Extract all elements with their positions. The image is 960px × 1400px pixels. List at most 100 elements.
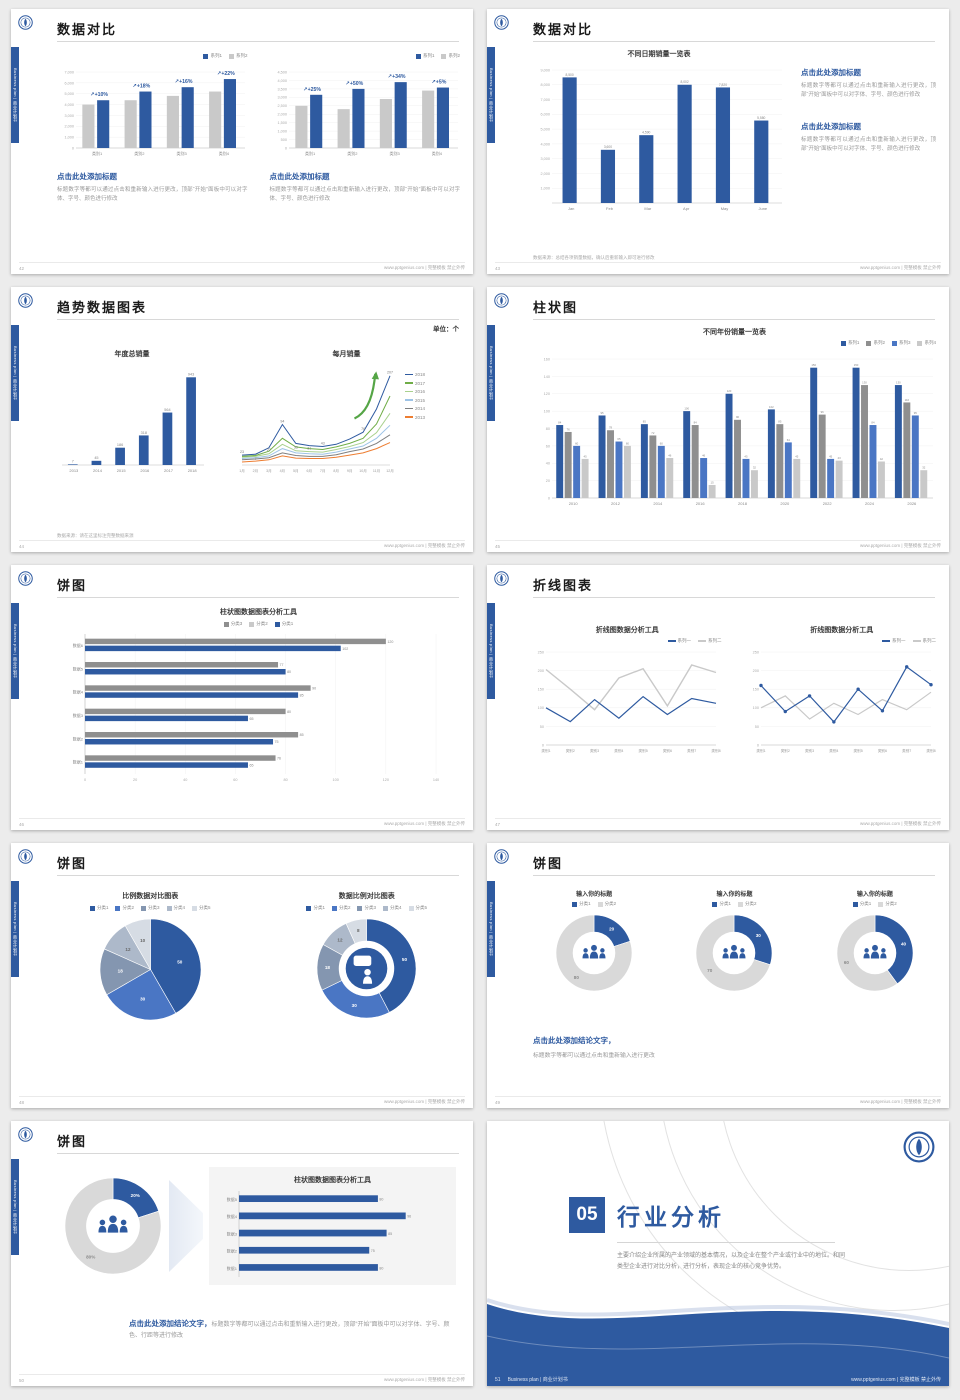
svg-text:1,000: 1,000 bbox=[540, 187, 550, 191]
svg-text:77: 77 bbox=[280, 663, 284, 667]
svg-text:31: 31 bbox=[307, 446, 311, 450]
university-logo-icon bbox=[494, 571, 509, 586]
university-logo-icon bbox=[18, 15, 33, 30]
conclusion-block: 点击此处添加结论文字，标题数字等都可以通过点击和重新输入进行更改，顶部“开始”面… bbox=[129, 1317, 455, 1342]
svg-text:85: 85 bbox=[300, 694, 304, 698]
svg-text:4月: 4月 bbox=[280, 468, 286, 473]
footer-url: www.pptgenius.com | 完整模板 禁止外传 bbox=[384, 543, 465, 548]
svg-text:2016: 2016 bbox=[696, 501, 706, 506]
svg-text:45: 45 bbox=[795, 454, 799, 458]
svg-text:类别4: 类别4 bbox=[829, 748, 838, 753]
svg-text:10: 10 bbox=[140, 938, 146, 943]
slide-43-data-comparison[interactable]: Business plan | 商业计划书 数据对比 不同日期销量一览表 1,0… bbox=[487, 9, 949, 274]
svg-text:类别8: 类别8 bbox=[926, 748, 935, 753]
svg-text:200: 200 bbox=[538, 669, 544, 673]
svg-text:10月: 10月 bbox=[359, 468, 367, 473]
slide-title: 饼图 bbox=[57, 1134, 88, 1149]
svg-text:2,000: 2,000 bbox=[540, 172, 550, 176]
page-number: 46 bbox=[19, 821, 25, 827]
svg-text:类别1: 类别1 bbox=[305, 150, 316, 156]
svg-text:数据3: 数据3 bbox=[73, 712, 84, 718]
svg-text:46: 46 bbox=[702, 453, 706, 457]
chart-title: 折线图数据分析工具 bbox=[810, 627, 874, 634]
svg-text:150: 150 bbox=[854, 363, 859, 367]
svg-text:65: 65 bbox=[250, 764, 254, 768]
svg-text:0: 0 bbox=[72, 146, 74, 150]
svg-text:数据2: 数据2 bbox=[227, 1248, 238, 1254]
slide-51-section-divider[interactable]: 05 行业分析 主要介绍企业所属的产业领域的基本情况，以及企业在整个产业或行业中… bbox=[487, 1121, 949, 1386]
daily-sales-bar-chart: 1,000 2,000 3,000 4,000 5,000 6,000 7,000 8,000… bbox=[533, 62, 785, 212]
svg-text:数据3: 数据3 bbox=[227, 1230, 238, 1236]
conclusion-heading: 点击此处添加结论文字， bbox=[129, 1319, 212, 1328]
side-tab: Business plan | 商业计划书 bbox=[487, 47, 495, 143]
svg-text:2,000: 2,000 bbox=[277, 113, 287, 117]
chart-legend: 系列一 系列二 bbox=[533, 638, 722, 644]
svg-text:80: 80 bbox=[379, 1266, 383, 1270]
conclusion-body: 标题数字等都可以通过点击和重新输入进行更改，顶部“开始”面板中可以对字体、字号、… bbox=[129, 1322, 450, 1339]
side-tab: Business plan | 商业计划书 bbox=[487, 603, 495, 699]
svg-text:42: 42 bbox=[880, 457, 884, 461]
line-chart-left: 0 50 100 150 200 250 类别1 类别2 类别3 类别4 类别5 类别6 类别7 类别8 bbox=[533, 646, 722, 754]
svg-text:95: 95 bbox=[914, 411, 918, 415]
slide-48-pie-charts[interactable]: Business plan | 商业计划书 饼图 比例数据对比图表 分类1 分类2… bbox=[11, 843, 473, 1108]
svg-text:数据2: 数据2 bbox=[73, 735, 84, 741]
svg-text:90: 90 bbox=[736, 415, 740, 419]
slide-footer: 45 www.pptgenius.com | 完整模板 禁止外传 bbox=[495, 540, 941, 549]
footer-url: www.pptgenius.com | 完整模板 禁止外传 bbox=[860, 1099, 941, 1104]
title-divider bbox=[57, 597, 459, 598]
university-logo-icon bbox=[18, 849, 33, 864]
donut-chart-40: 40 60 bbox=[835, 913, 915, 993]
donut-area-1: 输入你的标题 分类1 分类2 20 80 bbox=[533, 889, 655, 993]
slide-50-pie-funnel[interactable]: Business plan | 商业计划书 饼图 20% 80% 柱状图数据图表分… bbox=[11, 1121, 473, 1386]
bar-panel: 柱状图数据图表分析工具 数据5 80 数据4 96 数据3 85 数据2 75 数据1 80 bbox=[209, 1167, 456, 1285]
footer-url: www.pptgenius.com | 完整模板 禁止外传 bbox=[384, 265, 465, 270]
svg-text:数据5: 数据5 bbox=[227, 1196, 238, 1202]
svg-text:1,500: 1,500 bbox=[277, 121, 287, 125]
slide-44-trend-charts[interactable]: Business plan | 商业计划书 趋势数据图表 单位：个 年度总销量 … bbox=[11, 287, 473, 552]
line-chart-right: 0 50 100 150 200 250 类别1 类别2 类别3 类别4 类别5 类别6 类别7 类别8 bbox=[748, 646, 937, 754]
side-tab: Business plan | 商业计划书 bbox=[11, 1159, 19, 1255]
svg-text:类别2: 类别2 bbox=[134, 150, 145, 156]
side-tab: Business plan | 商业计划书 bbox=[11, 881, 19, 977]
svg-text:2010: 2010 bbox=[569, 501, 579, 506]
chart-legend: 系列一 系列二 bbox=[748, 638, 936, 644]
svg-text:20: 20 bbox=[546, 479, 550, 483]
svg-text:45: 45 bbox=[829, 454, 833, 458]
slide-42-data-comparison[interactable]: Business plan | 商业计划书 数据对比 系列1 系列2 0 1,000… bbox=[11, 9, 473, 274]
svg-text:15: 15 bbox=[711, 480, 715, 484]
slide-45-bar-chart[interactable]: Business plan | 商业计划书 柱状图 不同年份销量一览表 系列1 系… bbox=[487, 287, 949, 552]
svg-text:130: 130 bbox=[896, 380, 901, 384]
placeholder-body: 标题数字等都可以通过点击和重新输入进行更改，顶部“开始”面板中可以对字体、字号、… bbox=[801, 83, 936, 99]
svg-text:76: 76 bbox=[567, 427, 571, 431]
title-divider bbox=[533, 41, 935, 42]
proportion-donut-chart: 50 30 18 12 8 bbox=[315, 917, 418, 1020]
svg-text:20: 20 bbox=[609, 926, 615, 931]
svg-text:80%: 80% bbox=[86, 1254, 95, 1259]
chart-legend: 系列1 系列2 bbox=[57, 53, 248, 59]
slide-47-line-charts[interactable]: Business plan | 商业计划书 折线图表 折线图数据分析工具 系列一… bbox=[487, 565, 949, 830]
svg-text:2012: 2012 bbox=[611, 501, 621, 506]
svg-text:数据5: 数据5 bbox=[73, 665, 84, 671]
slide-footer: 44 www.pptgenius.com | 完整模板 禁止外传 bbox=[19, 540, 465, 549]
slide-46-hbar-chart[interactable]: Business plan | 商业计划书 饼图 柱状图数据图表分析工具 分类3… bbox=[11, 565, 473, 830]
slide-footer: 51 Business plan | 商业计划书 www.pptgenius.c… bbox=[495, 1374, 941, 1384]
svg-text:↗+34%: ↗+34% bbox=[387, 74, 405, 80]
conclusion-block: 点击此处添加结论文字， 标题数字等都可以通过点击和重新输入进行更改 bbox=[533, 1035, 909, 1059]
svg-text:20%: 20% bbox=[131, 1193, 140, 1198]
svg-text:Feb: Feb bbox=[606, 206, 614, 211]
placeholder-body: 标题数字等都可以通过点击和重新输入进行更改，顶部“开始”面板中可以对字体、字号、… bbox=[269, 187, 461, 203]
svg-text:80: 80 bbox=[379, 1197, 383, 1201]
svg-text:类别6: 类别6 bbox=[877, 748, 886, 753]
svg-text:80: 80 bbox=[546, 427, 550, 431]
svg-text:12: 12 bbox=[125, 947, 131, 952]
svg-text:40: 40 bbox=[183, 778, 187, 782]
svg-text:76: 76 bbox=[277, 757, 281, 761]
svg-text:类别7: 类别7 bbox=[687, 748, 696, 753]
chart-legend: 分类1 分类2 bbox=[533, 901, 655, 907]
slide-49-donut-charts[interactable]: Business plan | 商业计划书 饼图 输入你的标题 分类1 分类2 2… bbox=[487, 843, 949, 1108]
section-block: 05 行业分析 主要介绍企业所属的产业领域的基本情况，以及企业在整个产业或行业中… bbox=[569, 1197, 909, 1274]
svg-text:75: 75 bbox=[371, 1249, 375, 1253]
svg-text:5,000: 5,000 bbox=[540, 128, 550, 132]
svg-text:4,590: 4,590 bbox=[642, 131, 650, 135]
panel-hbar-chart: 数据5 80 数据4 96 数据3 85 数据2 75 数据1 80 bbox=[219, 1188, 446, 1280]
